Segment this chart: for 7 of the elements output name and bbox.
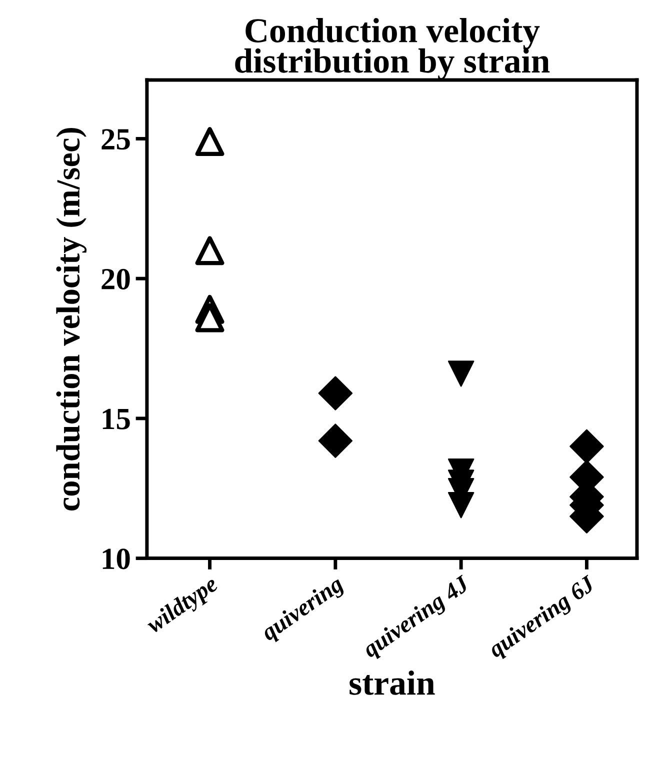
y-tick-label: 15: [102, 408, 130, 430]
y-tick-label: 20: [102, 268, 130, 290]
x-axis-title: strain: [350, 670, 435, 695]
chart-title: Conduction velocity distribution by strain: [235, 18, 550, 80]
y-axis-title: conduction velocity (m/sec): [56, 128, 87, 511]
y-tick-label: 25: [102, 129, 130, 150]
y-tick-label: 10: [102, 548, 130, 570]
